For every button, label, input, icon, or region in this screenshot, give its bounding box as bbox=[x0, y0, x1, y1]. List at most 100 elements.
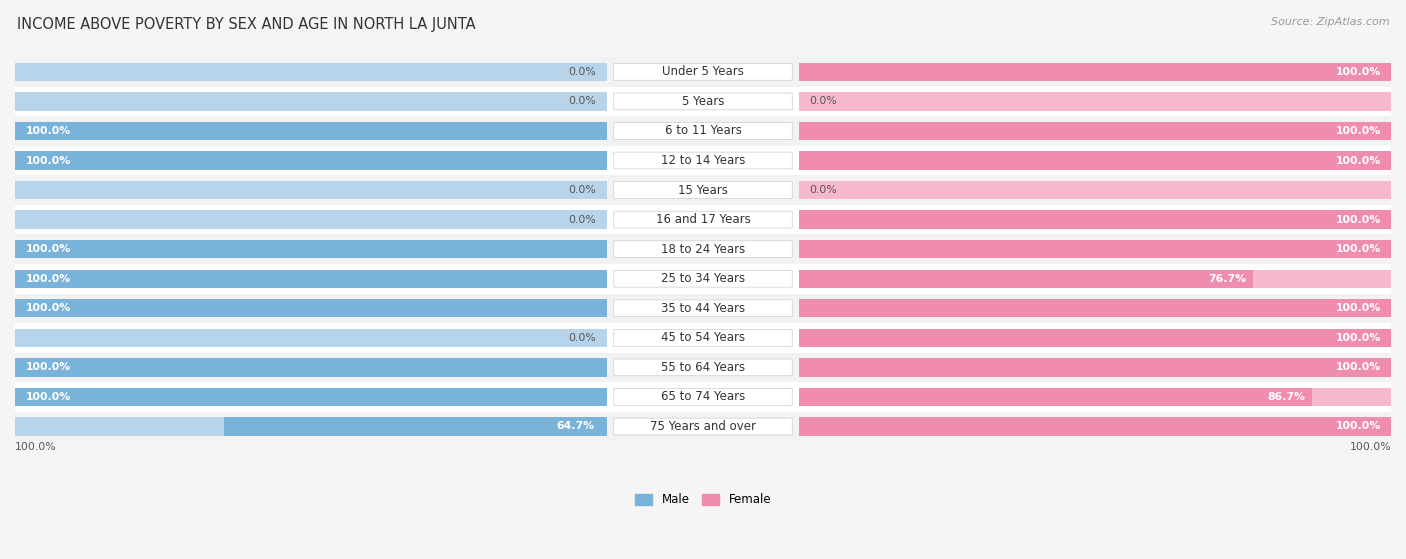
Bar bbox=[800, 122, 1391, 140]
Bar bbox=[800, 92, 1391, 111]
Bar bbox=[800, 122, 1391, 140]
Bar bbox=[15, 92, 606, 111]
FancyBboxPatch shape bbox=[614, 64, 792, 80]
Bar bbox=[800, 388, 1312, 406]
Bar bbox=[15, 210, 606, 229]
Text: 75 Years and over: 75 Years and over bbox=[650, 420, 756, 433]
Bar bbox=[15, 176, 1391, 205]
Bar bbox=[15, 63, 606, 81]
Bar bbox=[800, 151, 1391, 170]
Bar bbox=[15, 205, 1391, 234]
Text: 100.0%: 100.0% bbox=[25, 304, 70, 313]
Text: 100.0%: 100.0% bbox=[1336, 421, 1381, 432]
Bar bbox=[15, 382, 1391, 412]
Bar bbox=[15, 122, 606, 140]
FancyBboxPatch shape bbox=[614, 359, 792, 376]
Bar bbox=[800, 269, 1391, 288]
Legend: Male, Female: Male, Female bbox=[630, 489, 776, 511]
Text: 100.0%: 100.0% bbox=[25, 392, 70, 402]
FancyBboxPatch shape bbox=[614, 389, 792, 405]
Bar bbox=[15, 269, 606, 288]
Bar bbox=[15, 418, 606, 435]
Text: Under 5 Years: Under 5 Years bbox=[662, 65, 744, 78]
Text: 100.0%: 100.0% bbox=[25, 274, 70, 284]
Bar bbox=[800, 329, 1391, 347]
Bar bbox=[800, 63, 1391, 81]
Text: 18 to 24 Years: 18 to 24 Years bbox=[661, 243, 745, 255]
FancyBboxPatch shape bbox=[614, 211, 792, 228]
Bar bbox=[15, 234, 1391, 264]
Text: 100.0%: 100.0% bbox=[1336, 67, 1381, 77]
Bar bbox=[800, 418, 1391, 435]
Text: 0.0%: 0.0% bbox=[810, 185, 838, 195]
Bar bbox=[800, 269, 1253, 288]
Bar bbox=[800, 210, 1391, 229]
Text: 100.0%: 100.0% bbox=[25, 244, 70, 254]
Bar bbox=[15, 323, 1391, 353]
Text: 100.0%: 100.0% bbox=[1336, 304, 1381, 313]
Text: 35 to 44 Years: 35 to 44 Years bbox=[661, 302, 745, 315]
Text: 0.0%: 0.0% bbox=[568, 333, 596, 343]
FancyBboxPatch shape bbox=[614, 93, 792, 110]
Text: 86.7%: 86.7% bbox=[1267, 392, 1305, 402]
Text: 25 to 34 Years: 25 to 34 Years bbox=[661, 272, 745, 285]
Text: 0.0%: 0.0% bbox=[568, 96, 596, 106]
Text: 45 to 54 Years: 45 to 54 Years bbox=[661, 331, 745, 344]
Bar bbox=[224, 418, 606, 435]
Bar bbox=[800, 358, 1391, 377]
Bar bbox=[15, 240, 606, 258]
Text: Source: ZipAtlas.com: Source: ZipAtlas.com bbox=[1271, 17, 1389, 27]
Text: 100.0%: 100.0% bbox=[25, 155, 70, 165]
FancyBboxPatch shape bbox=[614, 300, 792, 316]
Bar bbox=[800, 299, 1391, 318]
Text: 100.0%: 100.0% bbox=[25, 362, 70, 372]
Text: 100.0%: 100.0% bbox=[1336, 215, 1381, 225]
Bar bbox=[15, 151, 606, 170]
Text: 0.0%: 0.0% bbox=[568, 67, 596, 77]
Bar bbox=[800, 240, 1391, 258]
FancyBboxPatch shape bbox=[614, 182, 792, 198]
Text: 100.0%: 100.0% bbox=[25, 126, 70, 136]
Bar bbox=[15, 353, 1391, 382]
Text: 100.0%: 100.0% bbox=[15, 442, 56, 452]
Bar bbox=[800, 418, 1391, 435]
Text: 16 and 17 Years: 16 and 17 Years bbox=[655, 213, 751, 226]
Bar bbox=[15, 116, 1391, 146]
Bar bbox=[800, 240, 1391, 258]
Bar bbox=[15, 388, 606, 406]
Bar bbox=[800, 388, 1391, 406]
Bar bbox=[800, 329, 1391, 347]
Text: 55 to 64 Years: 55 to 64 Years bbox=[661, 361, 745, 374]
Text: 0.0%: 0.0% bbox=[810, 96, 838, 106]
Bar bbox=[15, 240, 606, 258]
FancyBboxPatch shape bbox=[614, 329, 792, 346]
Text: 5 Years: 5 Years bbox=[682, 95, 724, 108]
Text: 100.0%: 100.0% bbox=[1350, 442, 1391, 452]
FancyBboxPatch shape bbox=[614, 122, 792, 139]
Text: 15 Years: 15 Years bbox=[678, 183, 728, 197]
Bar bbox=[15, 412, 1391, 441]
Text: 6 to 11 Years: 6 to 11 Years bbox=[665, 125, 741, 138]
Bar bbox=[15, 264, 1391, 293]
Bar bbox=[15, 293, 1391, 323]
Bar bbox=[15, 122, 606, 140]
FancyBboxPatch shape bbox=[614, 241, 792, 258]
Bar bbox=[800, 358, 1391, 377]
Bar bbox=[15, 57, 1391, 87]
Bar bbox=[15, 299, 606, 318]
Text: 64.7%: 64.7% bbox=[557, 421, 595, 432]
Text: 100.0%: 100.0% bbox=[1336, 155, 1381, 165]
Text: 100.0%: 100.0% bbox=[1336, 333, 1381, 343]
Text: INCOME ABOVE POVERTY BY SEX AND AGE IN NORTH LA JUNTA: INCOME ABOVE POVERTY BY SEX AND AGE IN N… bbox=[17, 17, 475, 32]
Bar bbox=[15, 151, 606, 170]
Bar bbox=[800, 151, 1391, 170]
FancyBboxPatch shape bbox=[614, 152, 792, 169]
Text: 65 to 74 Years: 65 to 74 Years bbox=[661, 390, 745, 404]
Bar bbox=[800, 63, 1391, 81]
FancyBboxPatch shape bbox=[614, 271, 792, 287]
Bar bbox=[800, 181, 1391, 199]
Text: 0.0%: 0.0% bbox=[568, 215, 596, 225]
FancyBboxPatch shape bbox=[614, 418, 792, 435]
Bar bbox=[15, 358, 606, 377]
Text: 100.0%: 100.0% bbox=[1336, 244, 1381, 254]
